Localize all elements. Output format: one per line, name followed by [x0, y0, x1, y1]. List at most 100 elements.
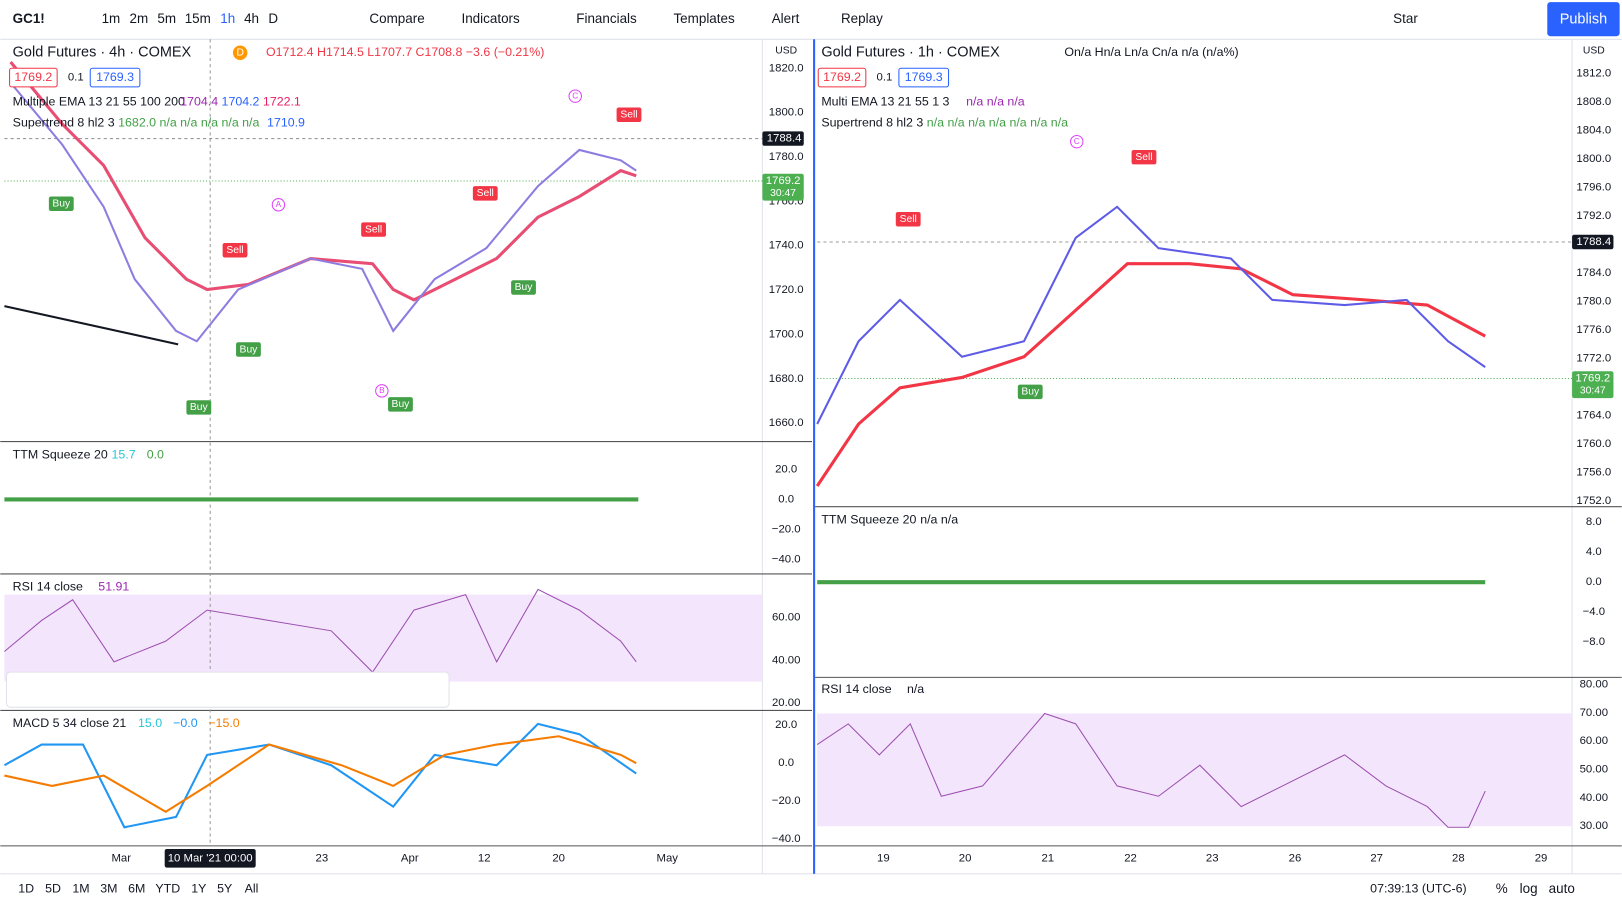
time-axis-label: 20 — [959, 852, 972, 864]
label-box — [616, 107, 642, 123]
indicator-name: MACD 5 34 close 21 — [13, 716, 127, 730]
interval[interactable]: 1h — [220, 11, 235, 26]
label-box — [1572, 371, 1614, 399]
range-button[interactable]: 5D — [45, 882, 61, 896]
price-axis-label: 60.00 — [772, 611, 800, 623]
signal: Buy — [240, 344, 259, 355]
signal: Sell — [477, 188, 494, 199]
ask: 1769.3 — [905, 70, 943, 84]
label-box — [89, 67, 141, 88]
toolbar-button[interactable]: Replay — [841, 11, 883, 26]
price-axis-label: −20.0 — [772, 795, 801, 807]
price-axis-label: 1780.0 — [769, 151, 804, 163]
crosshair-time: 10 Mar '21 00:00 — [168, 852, 253, 864]
label-box — [1572, 234, 1614, 250]
price-axis-label: −4.0 — [1583, 606, 1605, 618]
signal-ring — [375, 384, 389, 398]
interval[interactable]: D — [268, 11, 278, 26]
scale-option[interactable]: % — [1496, 881, 1508, 896]
indicator-name: Multiple EMA 13 21 55 100 200 — [13, 95, 185, 109]
range-button[interactable]: 6M — [128, 882, 145, 896]
drawing-toolbar[interactable] — [5, 671, 450, 708]
range-button[interactable]: 1M — [72, 882, 89, 896]
label-box — [186, 400, 212, 415]
signal-ring — [1070, 134, 1084, 149]
toolbar-button[interactable]: Financials — [576, 11, 637, 26]
signal: Buy — [392, 399, 411, 410]
price-axis-label: −40.0 — [772, 553, 801, 565]
label-box — [236, 342, 261, 357]
signal-ring — [271, 198, 286, 212]
range-button[interactable]: 3M — [100, 882, 117, 896]
label-box — [164, 848, 256, 868]
scale-option[interactable]: log — [1520, 881, 1538, 896]
time-axis-label: Mar — [111, 852, 131, 864]
last-price: 1788.4 — [767, 133, 802, 145]
signal: Sell — [1135, 152, 1152, 163]
price-axis-label: 1680.0 — [769, 373, 804, 385]
currency: USD — [775, 45, 797, 56]
publish-button[interactable] — [1547, 2, 1620, 37]
label-box — [9, 67, 58, 88]
badge — [232, 45, 248, 60]
time-axis-label: 23 — [1206, 852, 1219, 864]
signal: Buy — [190, 402, 209, 413]
range-button[interactable]: 1D — [18, 882, 34, 896]
price-axis-label: 1800.0 — [1576, 153, 1611, 165]
bid: 1769.2 — [14, 70, 52, 84]
toolbar-button[interactable]: Alert — [772, 11, 800, 26]
signal: A — [276, 200, 282, 209]
range-button[interactable]: 1Y — [191, 882, 206, 896]
indicator-value: 1722.1 — [263, 95, 301, 109]
price-axis-label: 0.0 — [778, 757, 794, 769]
signal: Buy — [52, 198, 71, 209]
time-axis-label: 27 — [1370, 852, 1383, 864]
range-button[interactable]: All — [245, 882, 259, 896]
price-axis-label: −20.0 — [772, 523, 801, 535]
last-price: 1788.4 — [1576, 236, 1611, 248]
publish-label[interactable]: Publish — [1560, 11, 1607, 27]
signal: Sell — [226, 245, 243, 256]
star-button[interactable]: Star — [1393, 11, 1418, 26]
scale-option[interactable]: auto — [1549, 881, 1575, 896]
toolbar-button[interactable]: Compare — [369, 11, 424, 26]
signal-ring — [568, 89, 582, 103]
time-axis-label: 26 — [1289, 852, 1302, 864]
time-axis-label: 21 — [1041, 852, 1054, 864]
currency: USD — [1583, 45, 1605, 56]
interval[interactable]: 15m — [185, 11, 211, 26]
indicator-value: n/a n/a n/a n/a n/a n/a n/a — [927, 115, 1068, 129]
interval[interactable]: 1m — [102, 11, 121, 26]
countdown: 30:47 — [770, 188, 796, 199]
signal: Sell — [900, 214, 917, 225]
range-button[interactable]: 5Y — [217, 882, 232, 896]
interval[interactable]: 2m — [130, 11, 149, 26]
symbol[interactable]: GC1! — [13, 11, 45, 26]
indicator-value: 1682.0 n/a n/a n/a n/a n/a — [118, 115, 259, 129]
price-axis-label: 1776.0 — [1576, 324, 1611, 336]
clock: 07:39:13 (UTC-6) — [1370, 882, 1466, 896]
interval[interactable]: 4h — [244, 11, 259, 26]
ohlc: On/a Hn/a Ln/a Cn/a n/a (n/a%) — [1064, 45, 1238, 59]
guide-lines — [4, 39, 1573, 846]
indicator-value: −15.0 — [208, 716, 239, 730]
ask: 1769.3 — [96, 70, 134, 84]
range-button[interactable]: YTD — [155, 882, 180, 896]
label-box — [898, 67, 950, 88]
active-pane-border — [813, 39, 816, 874]
label-box — [762, 173, 804, 201]
interval[interactable]: 5m — [157, 11, 176, 26]
toolbar-button[interactable]: Templates — [673, 11, 735, 26]
label-box — [895, 211, 921, 227]
bid: 1769.2 — [823, 70, 861, 84]
indicator-value: 15.0 — [138, 716, 162, 730]
label-box — [762, 131, 804, 146]
toolbar-button[interactable]: Indicators — [461, 11, 520, 26]
label-box — [48, 196, 74, 211]
chart-title: Gold Futures · 4h · COMEX — [13, 45, 192, 61]
price-axis-label: 20.0 — [775, 463, 797, 475]
indicator-value: −0.0 — [173, 716, 198, 730]
label-box — [511, 280, 536, 295]
price-axis-label: 8.0 — [1586, 516, 1602, 528]
